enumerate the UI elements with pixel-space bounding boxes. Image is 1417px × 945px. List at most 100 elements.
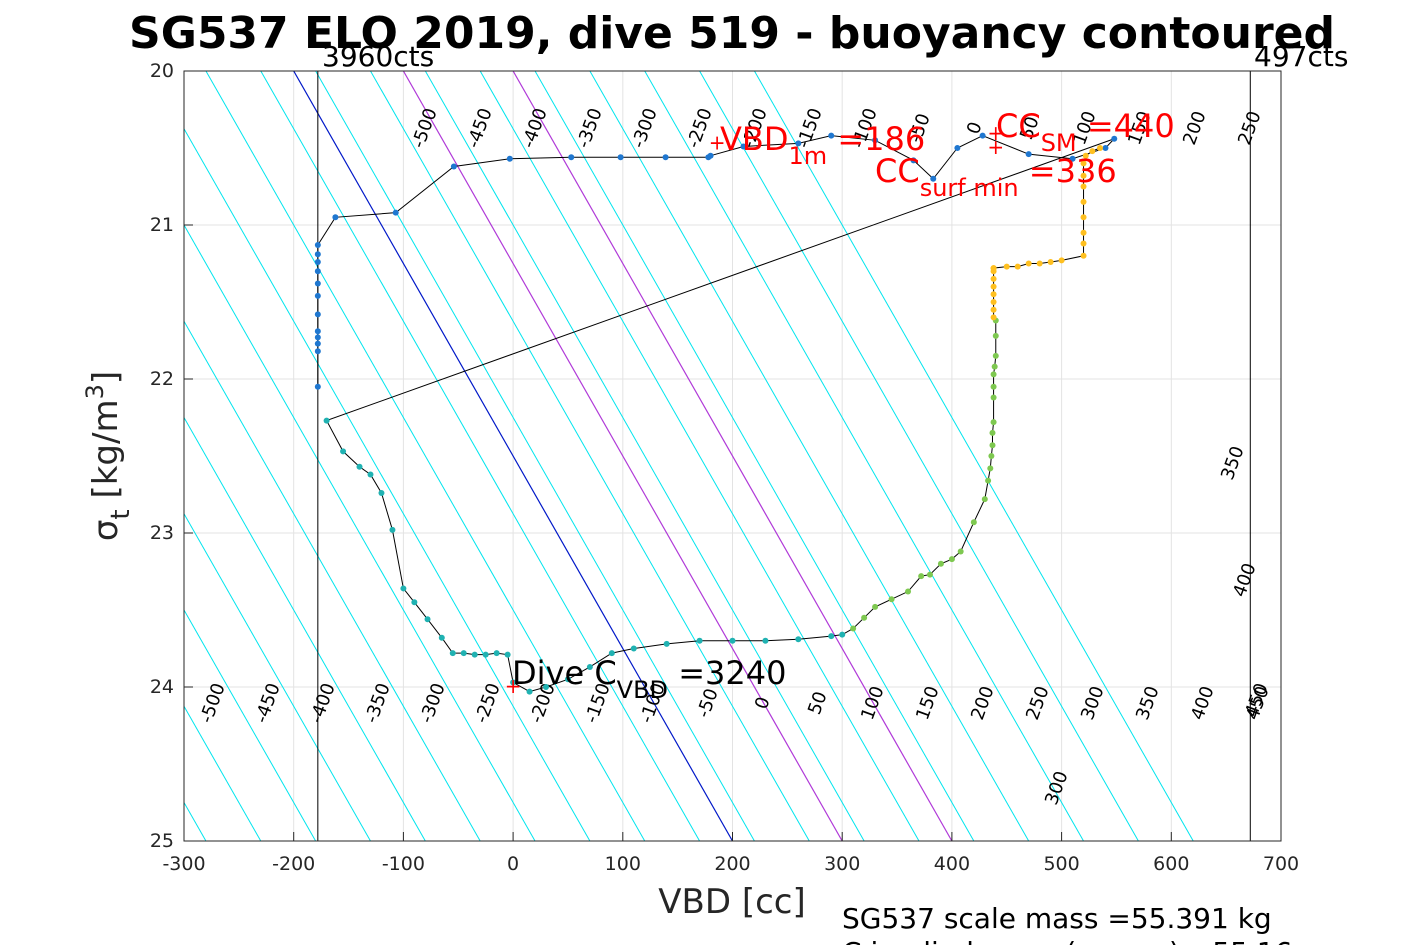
data-point	[543, 684, 550, 690]
data-point	[828, 132, 835, 139]
data-point	[608, 650, 615, 657]
data-point	[314, 280, 321, 287]
data-point	[937, 560, 944, 567]
data-point	[888, 596, 895, 603]
x-tick-label: 100	[605, 853, 641, 875]
data-point	[1080, 183, 1087, 190]
neutral-buoyancy-line	[293, 71, 734, 841]
scale-mass-note: SG537 scale mass =55.391 kg	[842, 902, 1272, 935]
data-point	[314, 348, 321, 355]
data-point	[1014, 263, 1021, 270]
buoyancy-contour-magenta	[402, 71, 843, 841]
marker-label: CCSM =440	[996, 107, 1175, 157]
buoyancy-contour-line	[589, 71, 1030, 841]
data-point	[1080, 229, 1087, 236]
data-point	[990, 419, 997, 426]
data-point	[979, 132, 986, 139]
data-point	[839, 631, 846, 638]
data-point	[564, 676, 571, 683]
buoyancy-contour-line	[184, 705, 262, 841]
marker-label: Dive CVBD =3240	[512, 654, 786, 704]
svg-text:σt [kg/m3]: σt [kg/m3]	[81, 371, 136, 541]
data-point	[493, 650, 500, 657]
data-point	[449, 650, 456, 657]
data-point	[504, 651, 511, 658]
data-point	[568, 154, 575, 161]
data-point	[992, 332, 999, 339]
marker-annotations: +VBD1m =186 +CCSM =440+CCsurf min =336+Di…	[505, 107, 1175, 704]
data-point	[586, 663, 593, 670]
y-axis-ticks: 20 21 22 23 24 25	[150, 60, 193, 852]
data-point	[1069, 155, 1076, 162]
data-point	[990, 383, 997, 390]
data-point	[930, 175, 937, 182]
x-tick-label: 400	[934, 853, 970, 875]
data-point	[400, 585, 407, 592]
data-point	[1080, 198, 1087, 205]
data-point	[905, 588, 912, 595]
data-point	[707, 152, 714, 159]
data-point	[828, 633, 835, 640]
data-point	[314, 258, 321, 265]
data-point	[910, 157, 917, 164]
buoyancy-contour-line	[184, 223, 536, 841]
data-point	[367, 471, 374, 478]
buoyancy-contour-line	[644, 71, 1084, 841]
data-point	[990, 291, 997, 298]
buoyancy-contour-line	[534, 71, 975, 841]
data-point	[1082, 152, 1089, 159]
marker-plus: +	[987, 121, 1004, 145]
data-point	[988, 453, 995, 459]
x-tick-label: 700	[1263, 853, 1299, 875]
data-point	[926, 571, 933, 578]
data-point	[696, 637, 703, 644]
marker-plus: +	[505, 674, 522, 698]
data-point	[1058, 257, 1065, 264]
data-point	[378, 489, 385, 496]
x-tick-label: 300	[824, 853, 860, 875]
vbd-max-counts-label: 497cts	[1254, 40, 1348, 73]
data-point	[460, 650, 467, 657]
data-point	[954, 145, 961, 151]
data-point	[992, 352, 999, 359]
buoyancy-contour-line	[184, 608, 317, 841]
data-point	[1111, 135, 1118, 142]
chart-title: SG537 ELO 2019, dive 519 - buoyancy cont…	[129, 8, 1335, 59]
x-tick-label: -200	[272, 853, 315, 875]
data-point	[1080, 160, 1087, 167]
buoyancy-contour-line	[754, 71, 1194, 841]
data-point	[389, 526, 396, 533]
data-point	[990, 371, 997, 378]
data-point	[1047, 258, 1054, 265]
data-point	[981, 496, 988, 503]
buoyancy-contour-line	[184, 416, 426, 841]
data-point	[987, 465, 994, 472]
data-point	[510, 679, 517, 686]
x-tick-label: -100	[382, 853, 425, 875]
marker-plus: +	[987, 135, 1004, 159]
data-point	[850, 625, 857, 632]
data-point	[990, 394, 997, 401]
data-point	[990, 283, 997, 290]
data-point	[872, 137, 879, 144]
data-point	[314, 251, 321, 258]
data-point	[861, 614, 868, 621]
data-point	[990, 265, 997, 272]
data-point	[1080, 252, 1087, 259]
data-point	[438, 634, 445, 641]
data-point	[729, 637, 736, 644]
data-point	[314, 328, 321, 335]
data-point	[918, 573, 925, 580]
data-point	[450, 163, 457, 170]
implied-mass-note: C implied mass (sensor) =55.16	[842, 936, 1292, 945]
data-point	[990, 299, 997, 305]
data-point	[332, 214, 339, 221]
buoyancy-contour-line	[699, 71, 1139, 841]
marker-label: VBD1m =186	[720, 120, 925, 170]
y-tick-label: 22	[150, 368, 174, 390]
data-point	[314, 340, 321, 347]
data-series	[314, 132, 1118, 695]
data-point	[740, 143, 747, 150]
x-axis-ticks: -300 -200 -100 0 100 200 300 400 500 600 700	[162, 832, 1299, 875]
